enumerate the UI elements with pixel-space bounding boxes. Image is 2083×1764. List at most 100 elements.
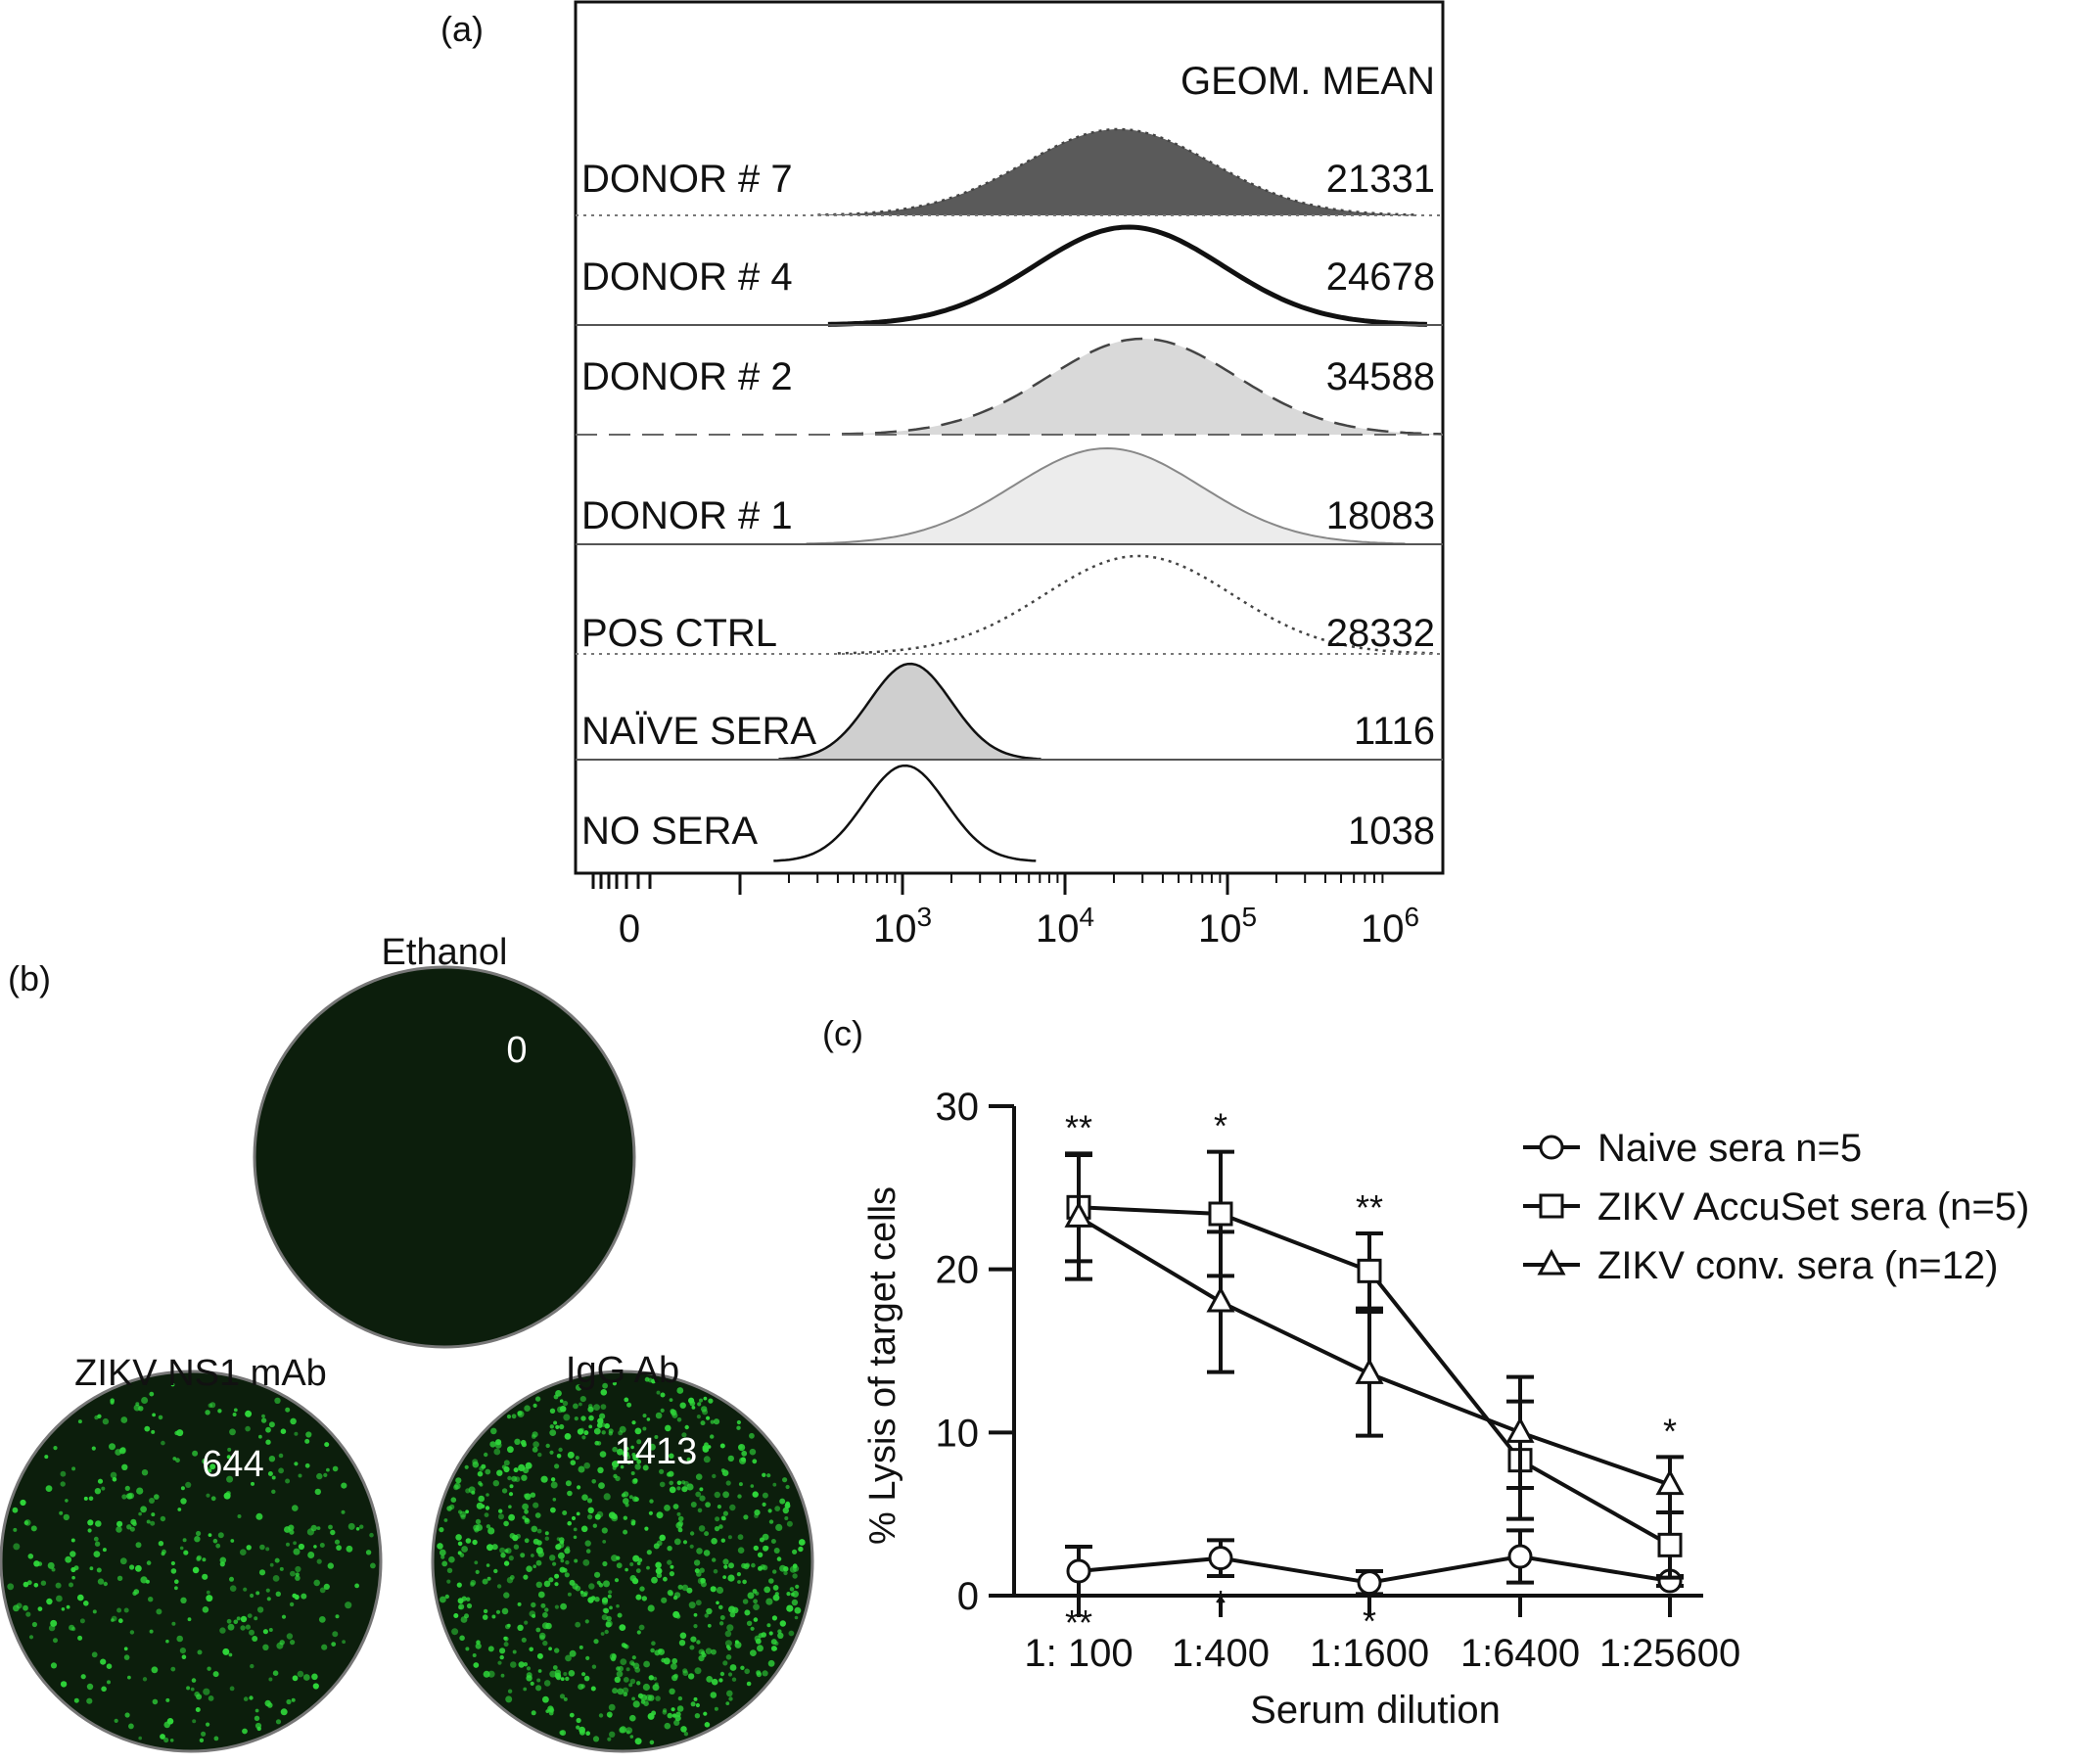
- fluorescent-spot: [114, 1718, 118, 1723]
- fluorescent-spot: [605, 1620, 613, 1628]
- well-label: Ethanol: [382, 932, 508, 973]
- fluorescent-spot: [649, 1499, 654, 1504]
- fluorescent-spot: [699, 1487, 704, 1492]
- fluorescent-spot: [681, 1486, 688, 1493]
- fluorescent-spot: [180, 1498, 187, 1505]
- fluorescent-spot: [163, 1721, 170, 1729]
- fluorescent-spot: [77, 1594, 84, 1602]
- fluorescent-spot: [697, 1508, 703, 1513]
- fluorescent-spot: [316, 1472, 323, 1480]
- histogram-label: DONOR # 7: [581, 158, 793, 201]
- fluorescent-spot: [579, 1396, 586, 1403]
- fluorescent-spot: [611, 1656, 616, 1662]
- fluorescent-spot: [779, 1498, 786, 1505]
- fluorescent-spot: [729, 1611, 736, 1618]
- fluorescent-spot: [540, 1602, 546, 1608]
- histogram-fill: [778, 664, 1042, 760]
- fluorescent-spot: [500, 1673, 505, 1678]
- fluorescent-spot: [583, 1430, 589, 1436]
- fluorescent-spot: [503, 1460, 510, 1466]
- fluorescent-spot: [482, 1578, 488, 1585]
- fluorescent-spot: [53, 1638, 58, 1644]
- fluorescent-spot: [254, 1616, 258, 1621]
- fluorescent-spot: [671, 1707, 675, 1712]
- fluorescent-spot: [453, 1613, 459, 1618]
- fluorescent-spot: [176, 1429, 184, 1437]
- fluorescent-spot: [573, 1527, 578, 1532]
- point-square: [1539, 1193, 1564, 1219]
- fluorescent-spot: [676, 1480, 682, 1486]
- fluorescent-spot: [669, 1591, 673, 1597]
- fluorescent-spot: [472, 1459, 479, 1465]
- point-circle: [1066, 1558, 1091, 1584]
- fluorescent-spot: [686, 1587, 693, 1594]
- fluorescent-spot: [124, 1712, 130, 1718]
- fluorescent-spot: [279, 1640, 285, 1646]
- fluorescent-spot: [691, 1406, 696, 1410]
- fluorescent-spot: [97, 1578, 105, 1585]
- fluorescent-spot: [794, 1606, 802, 1614]
- fluorescent-spot: [707, 1445, 712, 1449]
- fluorescent-spot: [489, 1441, 496, 1448]
- fluorescent-spot: [508, 1513, 515, 1521]
- fluorescent-spot: [466, 1602, 473, 1609]
- fluorescent-spot: [606, 1711, 613, 1718]
- fluorescent-spot: [69, 1551, 76, 1557]
- fluorescent-spot: [718, 1604, 723, 1610]
- fluorescent-spot: [628, 1683, 633, 1688]
- fluorescent-spot: [636, 1561, 641, 1565]
- fluorescent-spot: [575, 1621, 581, 1628]
- fluorescent-spot: [177, 1508, 182, 1511]
- fluorescent-spot: [632, 1555, 640, 1562]
- fluorescent-spot: [96, 1567, 102, 1573]
- fluorescent-spot: [587, 1514, 593, 1520]
- fluorescent-spot: [631, 1696, 635, 1701]
- fluorescent-spot: [700, 1420, 706, 1426]
- fluorescent-spot: [792, 1563, 798, 1569]
- fluorescent-spot: [722, 1575, 726, 1579]
- fluorescent-spot: [701, 1406, 708, 1413]
- fluorescent-spot: [660, 1408, 665, 1413]
- fluorescent-spot: [592, 1736, 600, 1742]
- fluorescent-spot: [537, 1669, 542, 1673]
- fluorescent-spot: [517, 1411, 523, 1416]
- fluorescent-spot: [656, 1511, 664, 1519]
- fluorescent-spot: [567, 1592, 572, 1597]
- fluorescent-spot: [646, 1565, 650, 1570]
- fluorescent-spot: [369, 1532, 374, 1538]
- fluorescent-spot: [726, 1624, 734, 1632]
- fluorescent-spot: [499, 1547, 506, 1554]
- fluorescent-spot: [170, 1568, 177, 1574]
- fluorescent-spot: [689, 1400, 696, 1407]
- significance-mark: *: [1214, 1583, 1227, 1623]
- fluorescent-spot: [174, 1579, 179, 1584]
- fluorescent-spot: [457, 1598, 464, 1604]
- fluorescent-spot: [550, 1477, 556, 1482]
- fluorescent-spot: [245, 1624, 251, 1630]
- fluorescent-spot: [208, 1468, 212, 1473]
- fluorescent-spot: [140, 1506, 148, 1513]
- fluorescent-spot: [271, 1489, 276, 1495]
- fluorescent-spot: [292, 1675, 299, 1682]
- fluorescent-spot: [185, 1481, 192, 1488]
- fluorescent-spot: [716, 1601, 719, 1605]
- fluorescent-spot: [594, 1440, 599, 1446]
- fluorescent-spot: [492, 1480, 499, 1487]
- fluorescent-spot: [310, 1524, 317, 1532]
- panel-a-flow-histograms: (a) GEOM. MEAN DONOR # 7 21331 DONOR # 4 24…: [440, 0, 1445, 951]
- fluorescent-spot: [598, 1482, 605, 1489]
- fluorescent-spot: [100, 1658, 107, 1665]
- fluorescent-spot: [508, 1492, 514, 1497]
- fluorescent-spot: [634, 1427, 642, 1435]
- fluorescent-spot: [179, 1648, 186, 1654]
- fluorescent-spot: [295, 1565, 301, 1573]
- fluorescent-spot: [714, 1706, 718, 1711]
- point-circle: [1507, 1544, 1533, 1569]
- panel-c-label: (c): [822, 1013, 863, 1053]
- fluorescent-spot: [629, 1660, 635, 1666]
- fluorescent-spot: [279, 1566, 284, 1571]
- fluorescent-spot: [544, 1536, 549, 1541]
- fluorescent-spot: [326, 1467, 330, 1472]
- fluorescent-spot: [640, 1694, 647, 1701]
- axis-tick-label: 105: [1198, 902, 1257, 951]
